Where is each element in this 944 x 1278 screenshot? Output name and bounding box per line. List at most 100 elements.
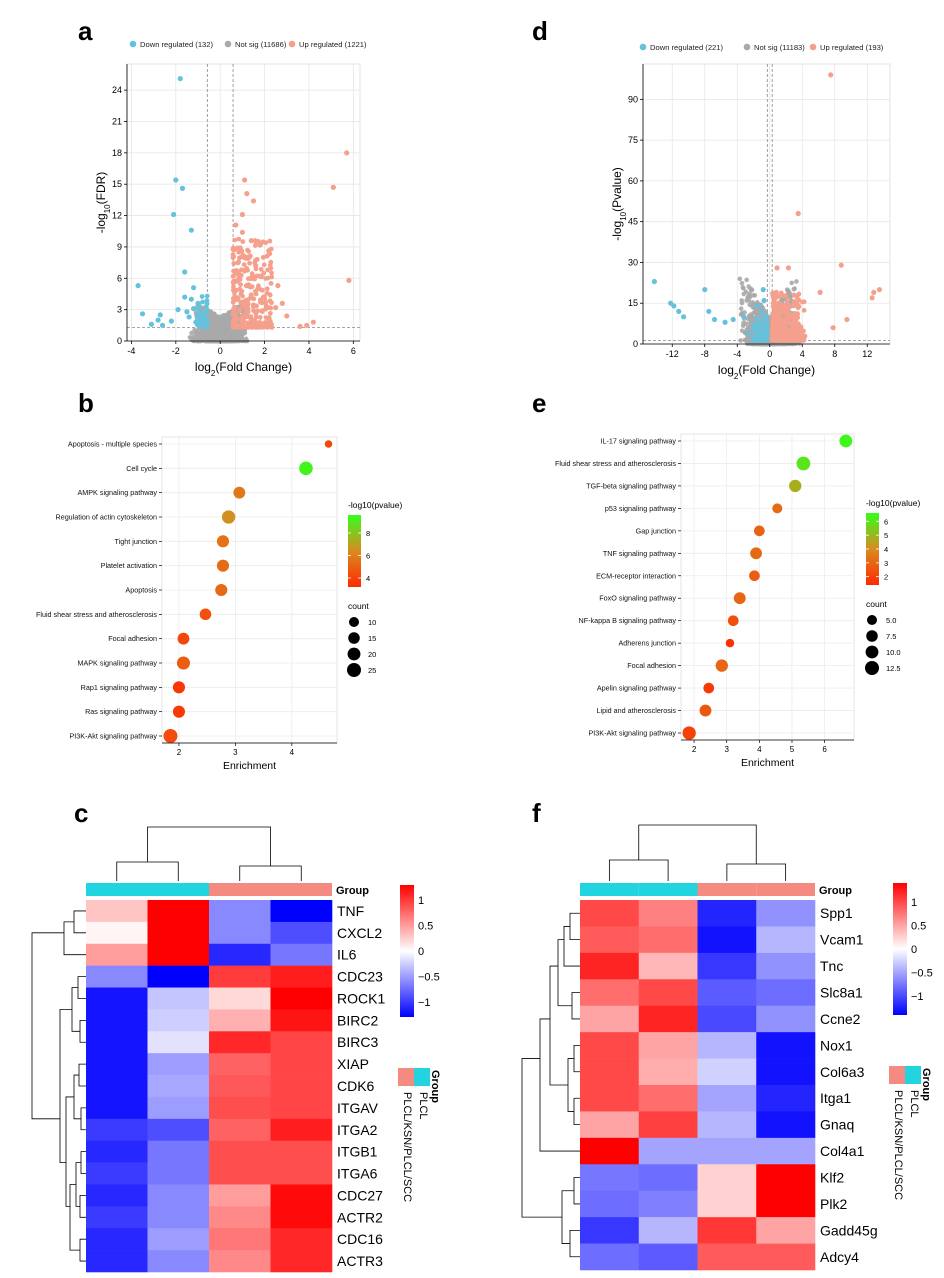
color-bar	[893, 883, 907, 1015]
heatmap-cell	[209, 965, 271, 988]
heatmap-cell	[147, 1250, 210, 1273]
point-not-sig	[224, 316, 230, 322]
group-annotation-cell	[580, 883, 639, 896]
category-label: PI3K-Akt signaling pathway	[589, 729, 677, 738]
heatmap-cell	[697, 1137, 757, 1165]
heatmap-cell	[580, 1058, 640, 1086]
color-tick-label: −1	[418, 997, 431, 1009]
row-dendrogram	[79, 1238, 86, 1262]
color-tick-label: 8	[366, 529, 370, 538]
row-dendrogram	[80, 1107, 86, 1131]
point-down	[711, 316, 718, 323]
point-down	[759, 308, 765, 314]
point-up	[795, 210, 801, 217]
point-down	[730, 316, 736, 323]
point-down	[763, 318, 768, 324]
dot	[749, 570, 760, 582]
point-not-sig	[794, 279, 799, 284]
heatmap-cell	[580, 1005, 640, 1033]
point-up	[231, 245, 236, 251]
x-tick-label: 4	[757, 745, 762, 754]
point-up	[794, 325, 799, 331]
heatmap-cell	[756, 1137, 816, 1165]
point-up	[233, 324, 239, 330]
legend-label: Not sig (11686)	[235, 40, 287, 49]
heatmap-cell	[638, 1111, 698, 1139]
point-up	[260, 255, 266, 260]
size-legend-dot	[866, 614, 878, 626]
column-dendrogram	[116, 861, 179, 881]
point-up	[279, 300, 285, 306]
color-tick-label: 0	[418, 946, 424, 958]
group-legend-swatch	[414, 1068, 430, 1086]
category-label: AMPK signaling pathway	[77, 488, 157, 497]
point-up	[267, 310, 273, 316]
point-down	[763, 332, 769, 337]
heatmap-cell	[86, 965, 148, 988]
category-label: Tight junction	[115, 537, 157, 546]
point-down	[179, 185, 186, 191]
point-up	[250, 321, 256, 327]
point-up	[785, 265, 792, 271]
heatmap-cell	[580, 952, 640, 980]
legend-marker	[809, 43, 817, 51]
point-up	[802, 333, 808, 339]
heatmap-cell	[580, 1164, 640, 1192]
row-dendrogram	[567, 1058, 574, 1112]
color-legend-title: -log10(pvalue)	[348, 500, 403, 510]
category-label: PI3K-Akt signaling pathway	[70, 732, 158, 741]
heatmap-cell	[147, 1053, 210, 1076]
point-up	[268, 280, 274, 286]
row-dendrogram	[561, 1190, 574, 1244]
row-label: Col6a3	[820, 1064, 865, 1080]
row-dendrogram	[69, 1184, 80, 1251]
point-down	[182, 294, 188, 300]
point-up	[253, 266, 259, 272]
point-down	[173, 177, 179, 183]
point-up	[273, 304, 279, 311]
point-up	[774, 333, 779, 339]
category-label: Apoptosis	[125, 586, 157, 595]
point-up	[236, 236, 242, 242]
point-up	[231, 261, 237, 266]
point-up	[239, 229, 245, 235]
point-not-sig	[192, 327, 197, 333]
column-dendrogram	[239, 865, 302, 881]
row-dendrogram	[77, 976, 86, 999]
legend-marker	[224, 40, 232, 48]
point-down	[197, 323, 203, 329]
color-tick-label: −0.5	[911, 968, 933, 980]
point-down	[139, 311, 146, 317]
x-axis-title: log2(Fold Change)	[195, 360, 292, 378]
row-label: IL6	[337, 947, 357, 963]
heatmap-cell	[147, 1228, 210, 1251]
y-tick-label: 21	[112, 116, 122, 126]
point-down	[754, 303, 761, 309]
point-up	[236, 259, 242, 265]
legend-label: Not sig (11183)	[754, 43, 805, 52]
point-up	[247, 253, 253, 259]
point-up	[781, 322, 787, 328]
size-legend-title: count	[866, 599, 887, 609]
category-label: Fluid shear stress and atherosclerosis	[36, 610, 157, 619]
heatmap-cell	[270, 1250, 333, 1273]
point-not-sig	[792, 286, 797, 291]
point-up	[240, 239, 246, 245]
x-tick-label: 6	[351, 346, 356, 356]
dot-plot-e: e IL-17 signaling pathway Fluid shear stre…	[532, 388, 921, 769]
row-dendrogram	[79, 1195, 86, 1218]
point-not-sig	[204, 334, 210, 340]
group-legend-label-wrap: PLCL	[908, 1090, 920, 1118]
point-up	[782, 303, 788, 309]
group-annotation-label: Group	[336, 885, 369, 897]
dot	[750, 547, 762, 560]
heatmap-cell	[209, 1031, 271, 1054]
point-up	[844, 316, 850, 323]
y-tick-label: 15	[112, 179, 122, 189]
x-axis-title: log2(Fold Change)	[718, 363, 815, 381]
row-dendrogram	[65, 1096, 74, 1207]
group-legend-swatch	[889, 1066, 905, 1084]
point-up	[239, 211, 245, 218]
point-down	[651, 278, 657, 285]
